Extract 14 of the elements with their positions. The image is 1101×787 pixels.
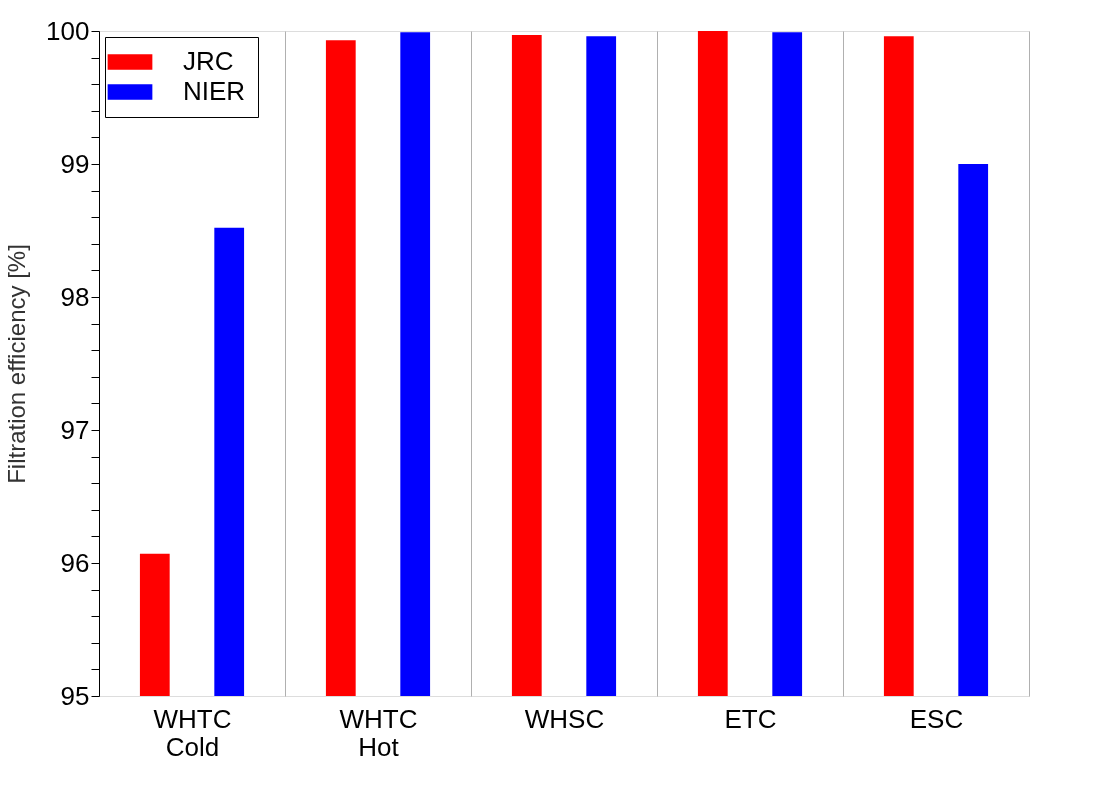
- y-axis-title: Filtration efficiency [%]: [3, 244, 31, 484]
- legend-label: JRC: [183, 46, 234, 76]
- y-tick-label: 99: [60, 148, 90, 179]
- legend-label: NIER: [183, 76, 246, 106]
- y-tick-label: 97: [60, 414, 90, 445]
- y-tick-label: 95: [60, 680, 90, 711]
- x-tick-label: ESC: [909, 703, 964, 734]
- x-tick-label: WHTC Cold: [153, 703, 232, 762]
- x-tick-label: WHSC: [524, 703, 605, 734]
- x-tick-label: ETC: [724, 703, 777, 734]
- y-tick-label: 96: [60, 547, 90, 578]
- y-tick-label: 98: [60, 281, 90, 312]
- x-tick-label: WHTC Hot: [339, 703, 418, 762]
- y-tick-label: 100: [46, 15, 90, 46]
